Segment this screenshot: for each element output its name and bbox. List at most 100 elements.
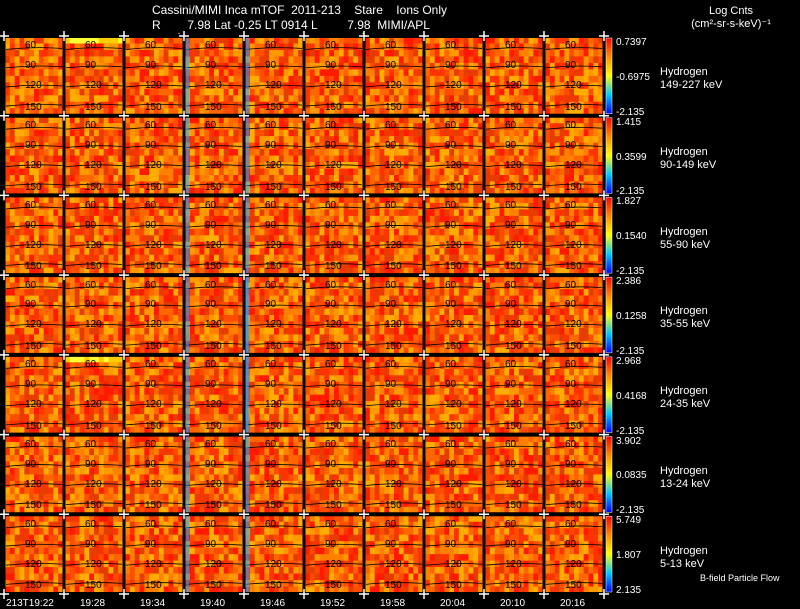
- heatmap-cell: [298, 215, 304, 223]
- heatmap-cell: [319, 168, 325, 176]
- heatmap-cell: [218, 202, 225, 210]
- heatmap-cell: [329, 101, 335, 109]
- heatmap-cell: [583, 108, 589, 116]
- heatmap-cell: [89, 129, 95, 137]
- heatmap-cell: [485, 248, 491, 256]
- heatmap-cell: [84, 228, 90, 236]
- contour-line: [185, 244, 243, 247]
- heatmap-cell: [523, 95, 529, 103]
- heatmap-cell: [554, 129, 560, 137]
- contour-line: [65, 164, 123, 168]
- heatmap-cell: [439, 49, 445, 57]
- heatmap-cell: [384, 261, 390, 269]
- heatmap-cell: [38, 196, 45, 204]
- heatmap-cell: [458, 261, 465, 269]
- heatmap-cell: [478, 129, 484, 137]
- contour-line: [65, 323, 123, 327]
- heatmap-cell: [194, 215, 200, 223]
- heatmap-cell: [489, 142, 496, 150]
- heatmap-cell: [578, 162, 585, 169]
- heatmap-cell: [545, 162, 551, 169]
- heatmap-cell: [38, 88, 45, 96]
- heatmap-cell: [34, 241, 40, 249]
- heatmap-cell: [278, 168, 285, 176]
- heatmap-cell: [163, 181, 169, 189]
- heatmap-cell: [365, 196, 371, 204]
- heatmap-cell: [365, 116, 371, 124]
- heatmap-cell: [168, 254, 174, 262]
- heatmap-cell: [134, 347, 140, 355]
- heatmap-cell: [163, 241, 169, 249]
- heatmap-cell: [249, 202, 256, 210]
- heatmap-cell: [384, 49, 390, 57]
- heatmap-cell: [269, 49, 275, 57]
- heatmap-cell: [139, 108, 145, 116]
- heatmap-cell: [194, 69, 200, 77]
- heatmap-cell: [559, 168, 565, 176]
- heatmap-cell: [9, 69, 16, 77]
- heatmap-cell: [113, 56, 119, 64]
- heatmap-cell: [168, 209, 174, 217]
- heatmap-cell: [305, 267, 311, 275]
- heatmap-cell: [348, 69, 354, 77]
- heatmap-cell: [129, 116, 136, 124]
- heatmap-cell: [9, 136, 16, 144]
- heatmap-cell: [125, 82, 131, 90]
- heatmap-cell: [14, 108, 20, 116]
- heatmap-cell: [189, 282, 196, 290]
- heatmap-cell: [463, 267, 469, 275]
- heatmap-cell: [228, 282, 234, 290]
- heatmap-cell: [394, 88, 400, 96]
- heatmap-cell: [533, 149, 539, 156]
- heatmap-cell: [549, 168, 556, 176]
- heatmap-cell: [34, 327, 40, 335]
- heatmap-cell: [158, 162, 165, 169]
- heatmap-cell: [478, 228, 484, 236]
- heatmap-cell: [578, 88, 585, 96]
- heatmap-cell: [223, 187, 229, 195]
- heatmap-cell: [425, 75, 431, 83]
- heatmap-cell: [89, 248, 95, 256]
- heatmap-cell: [94, 175, 100, 182]
- heatmap-cell: [533, 248, 539, 256]
- heatmap-cell: [48, 75, 54, 83]
- heatmap-cell: [598, 267, 604, 275]
- heatmap-cell: [209, 175, 215, 182]
- heatmap-cell: [89, 209, 95, 217]
- heatmap-cell: [134, 108, 140, 116]
- heatmap-cell: [358, 56, 364, 64]
- heatmap-cell: [24, 37, 30, 44]
- heatmap-cell: [549, 228, 556, 236]
- heatmap-cell: [559, 155, 565, 163]
- heatmap-cell: [458, 175, 465, 182]
- heatmap-cell: [14, 88, 20, 96]
- heatmap-cell: [103, 75, 109, 83]
- heatmap-cell: [103, 261, 109, 269]
- heatmap-cell: [209, 261, 215, 269]
- heatmap-cell: [564, 123, 570, 131]
- heatmap-cell: [65, 95, 71, 103]
- heatmap-cell: [254, 43, 260, 51]
- heatmap-cell: [293, 123, 299, 131]
- heatmap-cell: [353, 101, 359, 109]
- heatmap-cell: [578, 155, 585, 163]
- heatmap-cell: [139, 75, 145, 83]
- heatmap-cell: [108, 181, 114, 189]
- heatmap-cell: [499, 168, 505, 176]
- heatmap-cell: [118, 276, 124, 284]
- heatmap-cell: [218, 254, 225, 262]
- heatmap-cell: [485, 88, 491, 96]
- heatmap-cell: [98, 123, 105, 131]
- heatmap-cell: [129, 235, 136, 243]
- heatmap-cell: [583, 168, 589, 176]
- heatmap-cell: [593, 37, 599, 44]
- heatmap-cell: [94, 340, 100, 348]
- heatmap-cell: [403, 181, 409, 189]
- heatmap-panel: [425, 37, 484, 116]
- heatmap-cell: [168, 202, 174, 210]
- heatmap-cell: [314, 175, 320, 182]
- contour-line: [185, 65, 243, 69]
- heatmap-cell: [379, 168, 385, 176]
- heatmap-cell: [154, 49, 160, 57]
- heatmap-cell: [65, 136, 71, 144]
